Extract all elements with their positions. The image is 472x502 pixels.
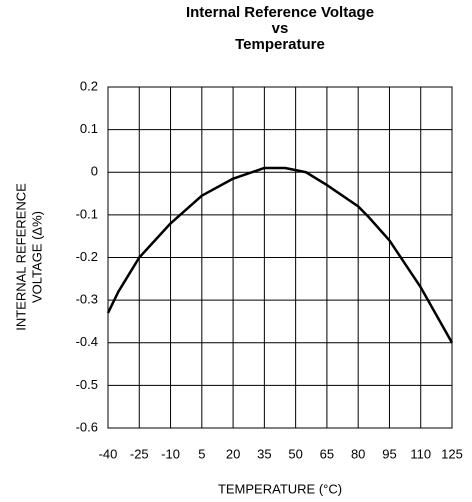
x-tick-label: 20 <box>226 446 240 461</box>
y-tick-label: -0.1 <box>76 206 98 221</box>
y-tick-label: -0.5 <box>76 377 98 392</box>
chart-title: Internal Reference Voltage <box>186 4 374 21</box>
y-axis-label: INTERNAL REFERENCE <box>13 183 28 331</box>
y-tick-label: -0.4 <box>76 334 98 349</box>
x-tick-label: -40 <box>99 446 118 461</box>
chart-title: vs <box>272 20 289 37</box>
y-tick-label: -0.3 <box>76 292 98 307</box>
y-tick-label: 0.1 <box>80 121 98 136</box>
data-line <box>106 166 454 344</box>
x-tick-label: 125 <box>441 446 463 461</box>
x-axis-label: TEMPERATURE (°C) <box>218 481 342 496</box>
x-tick-label: -25 <box>130 446 149 461</box>
x-tick-label: 80 <box>351 446 365 461</box>
x-tick-label: 110 <box>410 446 431 461</box>
x-tick-label: 65 <box>320 446 334 461</box>
x-tick-label: 50 <box>288 446 302 461</box>
y-tick-label: 0 <box>91 164 98 179</box>
y-tick-label: -0.6 <box>76 419 98 434</box>
x-tick-label: 95 <box>382 446 396 461</box>
y-axis-label: VOLTAGE (Δ%) <box>29 211 44 303</box>
x-tick-label: 35 <box>257 446 271 461</box>
y-tick-label: 0.2 <box>80 78 98 93</box>
chart-title: Temperature <box>235 36 325 53</box>
x-tick-label: -10 <box>161 446 180 461</box>
x-tick-label: 5 <box>198 446 205 461</box>
y-tick-label: -0.2 <box>76 249 98 264</box>
